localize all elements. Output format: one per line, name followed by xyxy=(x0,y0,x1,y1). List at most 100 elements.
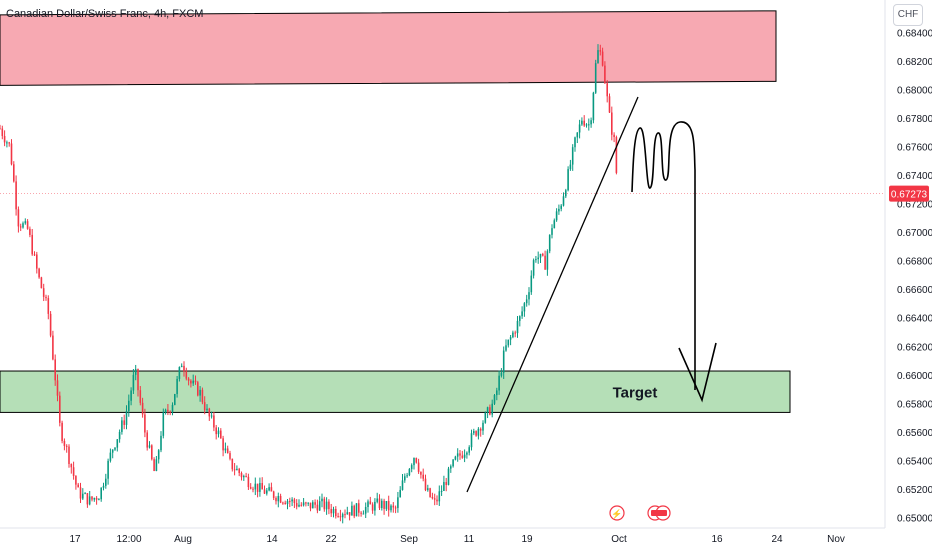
candle-body xyxy=(535,259,537,261)
candle-body xyxy=(417,462,420,472)
current-price-label: 0.67273 xyxy=(891,190,928,201)
candle-body xyxy=(31,234,33,255)
price-tick-label: 0.65000 xyxy=(897,514,932,525)
candle-body xyxy=(201,389,204,403)
event-markers[interactable]: ⚡ xyxy=(609,505,671,521)
trendline[interactable] xyxy=(466,96,639,493)
candle-body xyxy=(337,516,339,518)
dividend-flash-icon[interactable] xyxy=(609,505,625,521)
candle-body xyxy=(431,496,434,499)
candle-body xyxy=(185,371,188,379)
candle-body xyxy=(463,454,466,458)
candle-body xyxy=(275,497,277,502)
candle-body xyxy=(148,445,151,448)
candle-body xyxy=(68,446,70,464)
price-tick-label: 0.67200 xyxy=(897,200,932,211)
price-tick-label: 0.66600 xyxy=(897,285,932,296)
projection-path[interactable] xyxy=(631,121,696,390)
candle-body xyxy=(613,134,615,138)
time-tick-label: Nov xyxy=(827,534,845,545)
candle-body xyxy=(116,439,119,448)
time-tick-label: 12:00 xyxy=(116,534,141,545)
candle-body xyxy=(272,491,275,498)
candle-body xyxy=(155,459,158,471)
candles xyxy=(0,44,618,524)
candle-body xyxy=(118,431,121,440)
candle-body xyxy=(6,142,8,144)
candle-body xyxy=(592,92,595,121)
time-tick-label: 19 xyxy=(521,534,533,545)
zones[interactable]: Target xyxy=(0,10,791,413)
candle-body xyxy=(348,512,351,516)
candle-body xyxy=(482,422,484,431)
candle-body xyxy=(286,501,289,505)
candle-body xyxy=(608,96,611,113)
candle-body xyxy=(325,501,328,510)
drawings[interactable] xyxy=(466,96,717,493)
candle-body xyxy=(114,447,116,450)
candle-body xyxy=(125,411,128,425)
candle-body xyxy=(468,447,470,453)
symbol-title: Canadian Dollar/Swiss Franc, 4h, FXCM xyxy=(6,8,204,20)
candle-body xyxy=(282,502,284,504)
candle-body xyxy=(548,234,551,252)
support-zone[interactable] xyxy=(0,370,791,413)
candle-body xyxy=(111,449,114,453)
candle-body xyxy=(353,505,355,517)
candle-body xyxy=(569,164,572,170)
candle-body xyxy=(447,468,450,485)
candle-body xyxy=(132,374,135,391)
arrow-head[interactable] xyxy=(678,342,717,403)
candle-body xyxy=(98,499,100,501)
candle-body xyxy=(599,50,602,52)
candle-body xyxy=(77,484,79,488)
price-tick-label: 0.65600 xyxy=(897,428,932,439)
candle-body xyxy=(364,507,367,514)
resistance-zone[interactable] xyxy=(0,10,777,86)
candle-body xyxy=(141,402,144,415)
candle-body xyxy=(36,254,38,269)
candle-body xyxy=(578,124,581,133)
candle-body xyxy=(151,445,153,460)
candle-body xyxy=(174,394,176,405)
candle-body xyxy=(491,403,493,415)
candle-body xyxy=(238,468,240,474)
candle-body xyxy=(539,253,542,258)
candle-body xyxy=(344,514,346,516)
candle-body xyxy=(187,378,190,381)
candle-body xyxy=(40,277,43,289)
candle-body xyxy=(328,501,330,510)
candle-body xyxy=(312,502,314,509)
time-tick-label: 16 xyxy=(711,534,723,545)
candle-body xyxy=(521,311,523,317)
price-tick-label: 0.65400 xyxy=(897,456,932,467)
candle-body xyxy=(307,502,309,504)
currency-button[interactable]: CHF xyxy=(893,4,923,26)
candle-body xyxy=(13,164,15,182)
candle-body xyxy=(574,137,576,148)
candle-body xyxy=(546,251,549,270)
candle-body xyxy=(532,260,535,276)
candle-body xyxy=(424,478,427,491)
candle-body xyxy=(355,503,358,517)
candle-body xyxy=(542,253,544,256)
candle-body xyxy=(105,478,107,486)
candle-body xyxy=(567,169,569,191)
candle-body xyxy=(456,453,459,457)
candle-body xyxy=(420,471,422,475)
candle-body xyxy=(594,63,597,93)
candle-body xyxy=(339,516,342,518)
candle-body xyxy=(452,459,454,467)
candle-body xyxy=(489,407,491,415)
candle-body xyxy=(581,120,583,125)
candle-body xyxy=(415,457,418,463)
price-tick-label: 0.65800 xyxy=(897,399,932,410)
candle-body xyxy=(295,503,298,507)
candle-body xyxy=(374,501,376,511)
candle-body xyxy=(422,474,424,479)
candle-body xyxy=(427,488,429,491)
candle-body xyxy=(406,475,408,477)
